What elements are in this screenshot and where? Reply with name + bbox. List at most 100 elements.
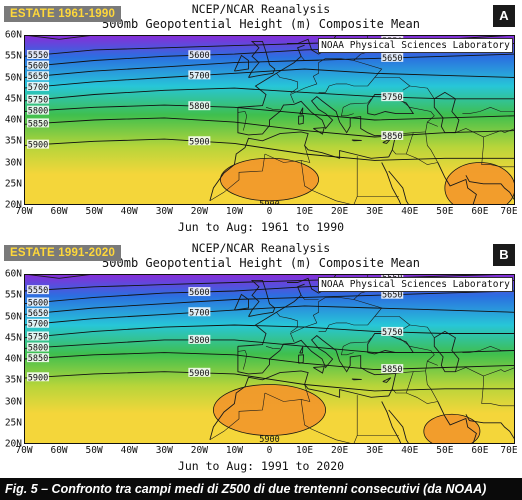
panel-title-line1: NCEP/NCAR Reanalysis — [191, 241, 331, 255]
map-frame — [24, 35, 515, 205]
coastline — [24, 35, 95, 40]
country-border — [425, 131, 439, 163]
country-border — [300, 295, 319, 300]
lat-tick-label: 30N — [4, 157, 22, 168]
lon-tick-label: 10W — [225, 206, 244, 217]
contour-label: 5700 — [28, 83, 48, 93]
country-border — [209, 153, 266, 202]
country-border — [265, 346, 281, 350]
lat-tick-label: 55N — [4, 50, 22, 62]
coastline — [299, 346, 304, 354]
lat-tick-label: 50N — [4, 72, 22, 83]
lon-tick-label: 50E — [436, 445, 454, 456]
contour-label-bg — [381, 52, 404, 62]
date-range-label: Jun to Aug: 1961 to 1990 — [177, 220, 345, 234]
coastline — [388, 170, 410, 205]
contour-label: 5550 — [28, 286, 48, 296]
lon-tick-label: 20W — [190, 445, 208, 456]
country-border — [374, 77, 411, 91]
contour-label-bg — [27, 308, 50, 318]
country-border — [209, 392, 266, 441]
lon-tick-label: 60W — [50, 445, 68, 456]
contour-label-bg — [27, 372, 50, 382]
contour-label-bg — [188, 70, 211, 80]
contour-label-bg — [188, 136, 211, 146]
country-border — [311, 156, 358, 205]
panel-title-line2: 500mb Geopotential Height (m) Composite … — [102, 256, 420, 270]
coastline — [382, 138, 392, 144]
contour-label-bg — [27, 94, 50, 104]
contour-label-bg — [188, 367, 211, 377]
contour-label-bg — [27, 118, 50, 128]
lon-tick-label: 30E — [366, 206, 384, 217]
lon-tick-label: 30W — [155, 445, 173, 456]
country-border — [264, 153, 312, 191]
country-border — [311, 395, 358, 444]
longitude-axis: 70W 60W 50W 40W 30W 20W 10W 0 10E 20E 30… — [15, 445, 517, 457]
country-border — [455, 128, 515, 168]
contour-label: 5900 — [189, 137, 209, 147]
country-border — [264, 392, 312, 430]
contour-5900 — [24, 371, 515, 392]
coastline — [313, 127, 325, 135]
contour-label: 5650 — [28, 309, 48, 319]
contour-label-bg — [381, 92, 404, 102]
lat-tick-label: 35N — [4, 374, 22, 386]
geopotential-height-map: 5550555056005600565056505700570057505750… — [24, 35, 515, 205]
lat-tick-label: 55N — [4, 289, 22, 301]
lat-tick-label: 25N — [4, 178, 22, 190]
coastline — [367, 94, 415, 116]
contour-5850 — [24, 352, 515, 371]
contour-label-bg — [381, 326, 404, 336]
panel-title-line1: NCEP/NCAR Reanalysis — [191, 2, 331, 16]
lat-tick-label: 60N — [4, 268, 22, 280]
lon-tick-label: 70W — [15, 445, 33, 456]
coastline — [351, 378, 362, 381]
lon-tick-label: 40W — [120, 206, 138, 217]
lon-tick-label: 0 — [266, 206, 273, 217]
coastline — [24, 274, 95, 279]
contour-5750 — [24, 324, 515, 339]
contour-5800 — [24, 104, 515, 121]
contour-label: 5550 — [28, 51, 48, 61]
contour-label-bg — [188, 287, 211, 297]
lon-tick-label: 50W — [85, 445, 103, 456]
contour-5650 — [24, 53, 515, 78]
lon-tick-label: 40E — [401, 445, 419, 456]
contour-label: 5900 — [28, 141, 48, 151]
contour-label-bg — [27, 342, 50, 352]
contour-label: 5600 — [28, 62, 48, 72]
coastline — [209, 370, 389, 440]
country-border — [341, 98, 372, 117]
lon-tick-label: 70W — [15, 206, 33, 217]
contour-label-bg — [27, 81, 50, 91]
contour-label: 5650 — [28, 72, 48, 82]
contour-label: 5750 — [382, 93, 402, 103]
contour-label-bg — [27, 139, 50, 149]
lat-tick-label: 60N — [4, 29, 22, 41]
coastline — [237, 283, 305, 347]
contour-label: 5750 — [28, 96, 48, 106]
lon-tick-label: 60W — [50, 206, 68, 217]
contour-label: 5600 — [28, 298, 48, 308]
coastline — [351, 139, 362, 142]
coastline — [381, 401, 402, 444]
coastline — [381, 162, 402, 205]
coastline — [237, 96, 397, 158]
coastline — [437, 162, 477, 205]
contour-label: 5900 — [189, 369, 209, 379]
high-label: 5900 — [259, 435, 279, 444]
contour-label-bg — [381, 130, 404, 140]
contour-label: 5700 — [28, 320, 48, 330]
contour-label: 5800 — [28, 344, 48, 354]
country-border — [409, 324, 435, 338]
contour-label-bg — [188, 307, 211, 317]
lat-tick-label: 20N — [4, 438, 22, 450]
panel-letter-badge: A — [493, 5, 515, 27]
coastline — [437, 401, 477, 444]
country-border — [483, 367, 515, 377]
contour-label-bg — [381, 289, 404, 299]
contour-label-bg — [27, 285, 50, 295]
lon-tick-label: 70E — [500, 206, 518, 217]
panel-letter-badge: B — [493, 244, 515, 266]
